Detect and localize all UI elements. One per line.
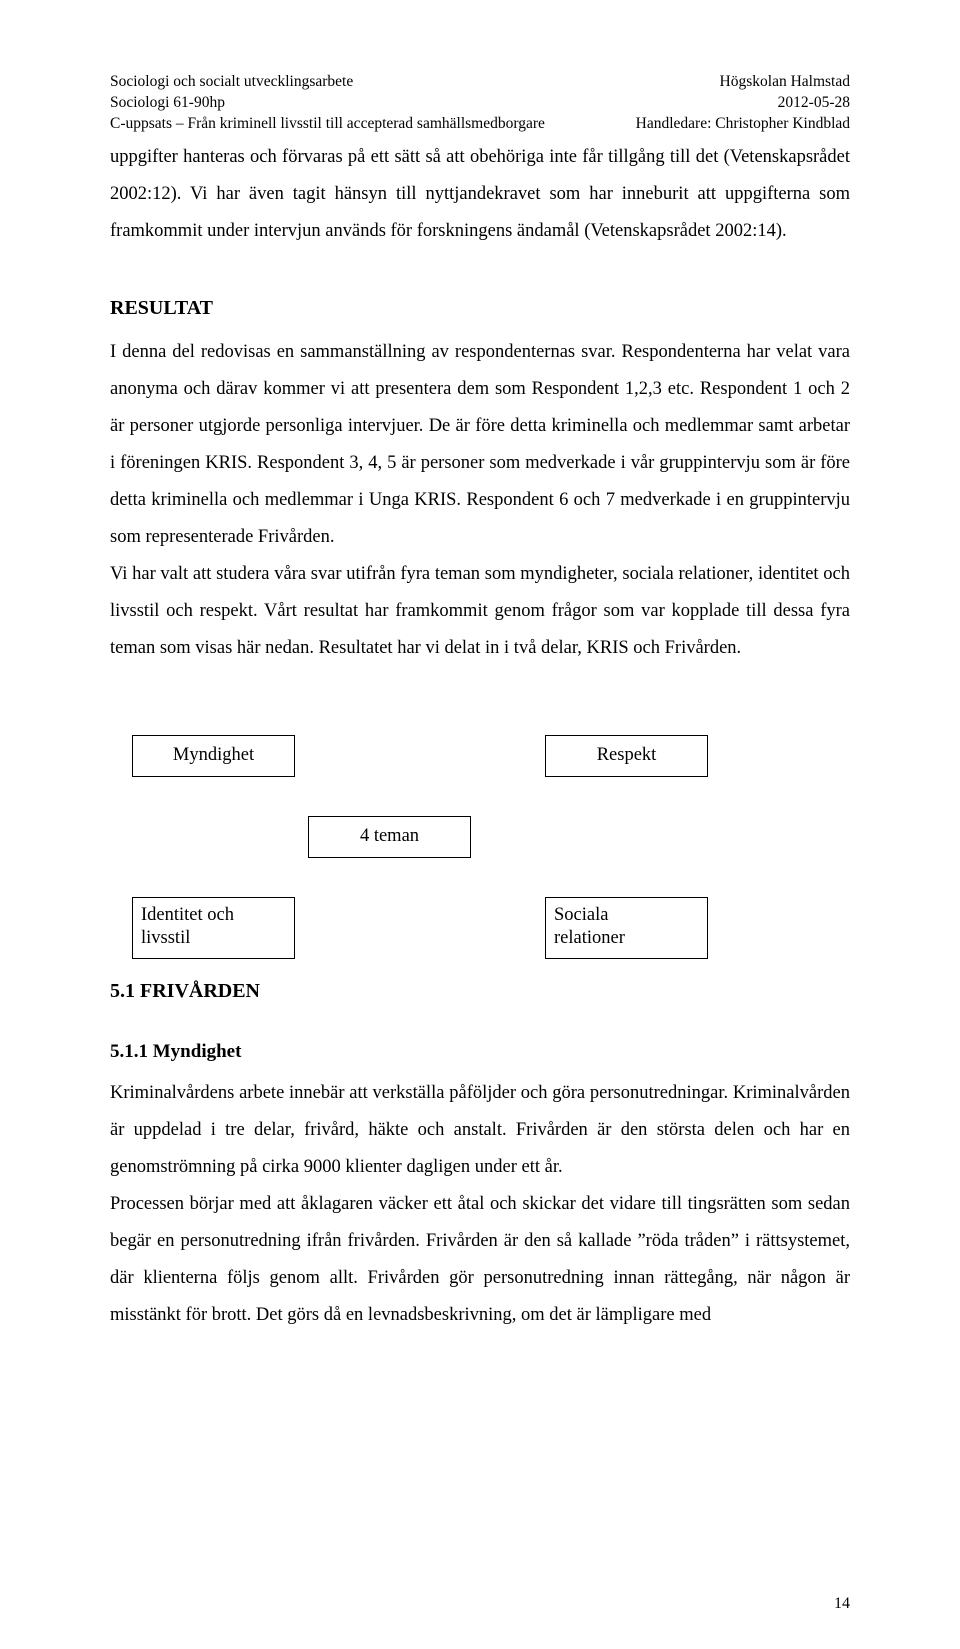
heading-5-1-frivarden: 5.1 FRIVÅRDEN: [110, 971, 850, 1011]
diagram-box-sociala-l2: relationer: [554, 928, 625, 948]
header-right-line1: Högskolan Halmstad: [636, 72, 850, 93]
header-left-line2: Sociologi 61-90hp: [110, 93, 545, 114]
diagram-box-sociala-l1: Sociala: [554, 905, 608, 925]
header-left-line3: C-uppsats – Från kriminell livsstil till…: [110, 114, 545, 135]
running-header: Sociologi och socialt utvecklingsarbete …: [110, 72, 850, 135]
page: Sociologi och socialt utvecklingsarbete …: [0, 0, 960, 1649]
paragraph-3: Vi har valt att studera våra svar utifrå…: [110, 556, 850, 667]
spacer: [110, 667, 850, 725]
paragraph-2: I denna del redovisas en sammanställning…: [110, 334, 850, 556]
header-left-line1: Sociologi och socialt utvecklingsarbete: [110, 72, 545, 93]
spacer: [110, 250, 850, 288]
header-right: Högskolan Halmstad 2012-05-28 Handledare…: [636, 72, 850, 135]
paragraph-4: Kriminalvårdens arbete innebär att verks…: [110, 1075, 850, 1186]
diagram-box-myndighet: Myndighet: [132, 735, 295, 777]
diagram-box-4teman: 4 teman: [308, 816, 471, 858]
body-text: uppgifter hanteras och förvaras på ett s…: [110, 139, 850, 1334]
page-number: 14: [834, 1595, 850, 1613]
diagram-box-identitet-l2: livsstil: [141, 928, 190, 948]
heading-5-1-1-myndighet: 5.1.1 Myndighet: [110, 1033, 850, 1071]
paragraph-5: Processen börjar med att åklagaren väcke…: [110, 1186, 850, 1334]
diagram-box-identitet-l1: Identitet och: [141, 905, 234, 925]
header-right-line3: Handledare: Christopher Kindblad: [636, 114, 850, 135]
heading-resultat: RESULTAT: [110, 288, 850, 328]
diagram-box-respekt: Respekt: [545, 735, 708, 777]
header-left: Sociologi och socialt utvecklingsarbete …: [110, 72, 545, 135]
paragraph-1: uppgifter hanteras och förvaras på ett s…: [110, 139, 850, 250]
diagram-box-sociala: Sociala relationer: [545, 897, 708, 959]
four-themes-diagram: Myndighet Respekt 4 teman Identitet och …: [110, 735, 850, 965]
header-right-line2: 2012-05-28: [636, 93, 850, 114]
spacer: [110, 1019, 850, 1033]
diagram-box-identitet: Identitet och livsstil: [132, 897, 295, 959]
